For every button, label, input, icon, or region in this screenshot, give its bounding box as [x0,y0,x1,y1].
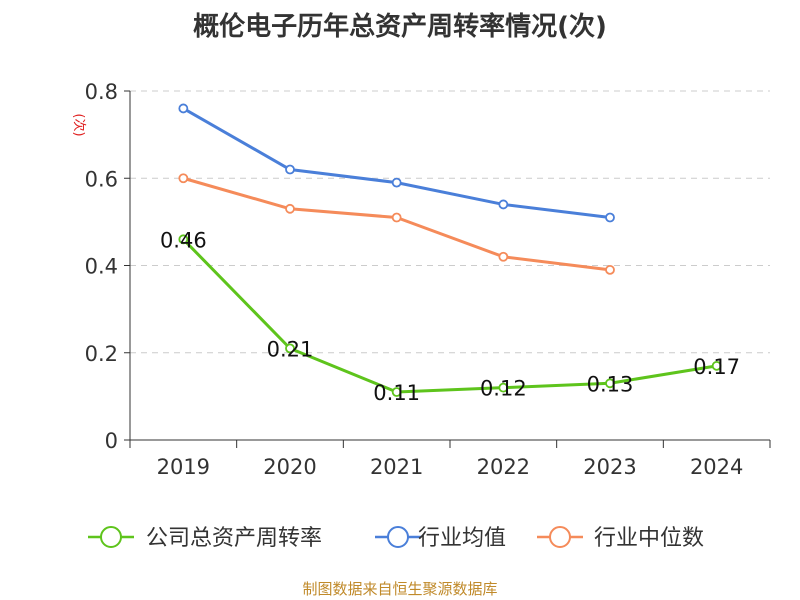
axis-layer: 0 0.2 0.4 0.6 0.8 (次) 2019 2020 2021 2022 2023 2024 [71,80,771,479]
data-point [285,343,295,354]
y-tick-label: 0.8 [85,80,118,104]
legend-swatch-marker [549,526,571,548]
x-tick-label: 2020 [263,455,316,479]
legend-item[interactable]: 行业中位数 [537,526,704,551]
legend[interactable]: 公司总资产周转率 行业均值 行业中位数 [88,526,704,551]
legend-item[interactable]: 行业均值 [375,526,506,551]
y-tick-label: 0.2 [85,342,118,366]
data-point [605,378,615,389]
legend-label: 行业中位数 [594,526,704,551]
data-label: 0.21 [267,337,314,361]
data-point [178,234,189,245]
series-layer [178,103,722,397]
data-label: 0.17 [693,355,740,379]
data-point [285,203,295,214]
data-label-layer: 0.46 0.21 0.11 0.12 0.13 0.17 [160,228,740,405]
x-tick-label: 2021 [370,455,423,479]
data-point [498,382,509,393]
legend-swatch-marker [387,526,409,548]
data-point [711,360,722,371]
y-axis-label: (次) [71,113,87,136]
data-point [498,251,509,262]
data-point [605,212,615,223]
data-point [178,103,189,114]
x-tick-label: 2022 [477,455,530,479]
data-label: 0.13 [587,372,634,396]
legend-label: 行业均值 [418,526,506,551]
data-label: 0.46 [160,228,207,252]
series-line-1 [182,107,611,220]
series-line-2 [182,176,611,272]
chart-title: 概伦电子历年总资产周转率情况(次) [193,12,607,42]
legend-item[interactable]: 公司总资产周转率 [88,526,322,551]
x-tick-label: 2023 [583,455,636,479]
y-tick-label: 0.6 [85,167,118,191]
grid-layer [130,90,770,354]
data-point [391,177,402,188]
legend-swatch-marker [100,526,122,548]
y-tick-label: 0.4 [85,255,118,279]
data-point [498,199,509,210]
data-label: 0.12 [480,377,527,401]
x-tick-label: 2019 [157,455,210,479]
x-tick-label: 2024 [690,455,743,479]
legend-label: 公司总资产周转率 [146,526,322,551]
y-tick-label: 0 [105,429,118,453]
data-point [605,264,615,275]
series-line-0 [182,238,717,394]
data-point [178,173,189,184]
data-point [391,212,402,223]
data-label: 0.11 [373,381,420,405]
data-point [285,164,295,175]
data-point [391,387,402,397]
source-note: 制图数据来自恒生聚源数据库 [302,580,498,598]
